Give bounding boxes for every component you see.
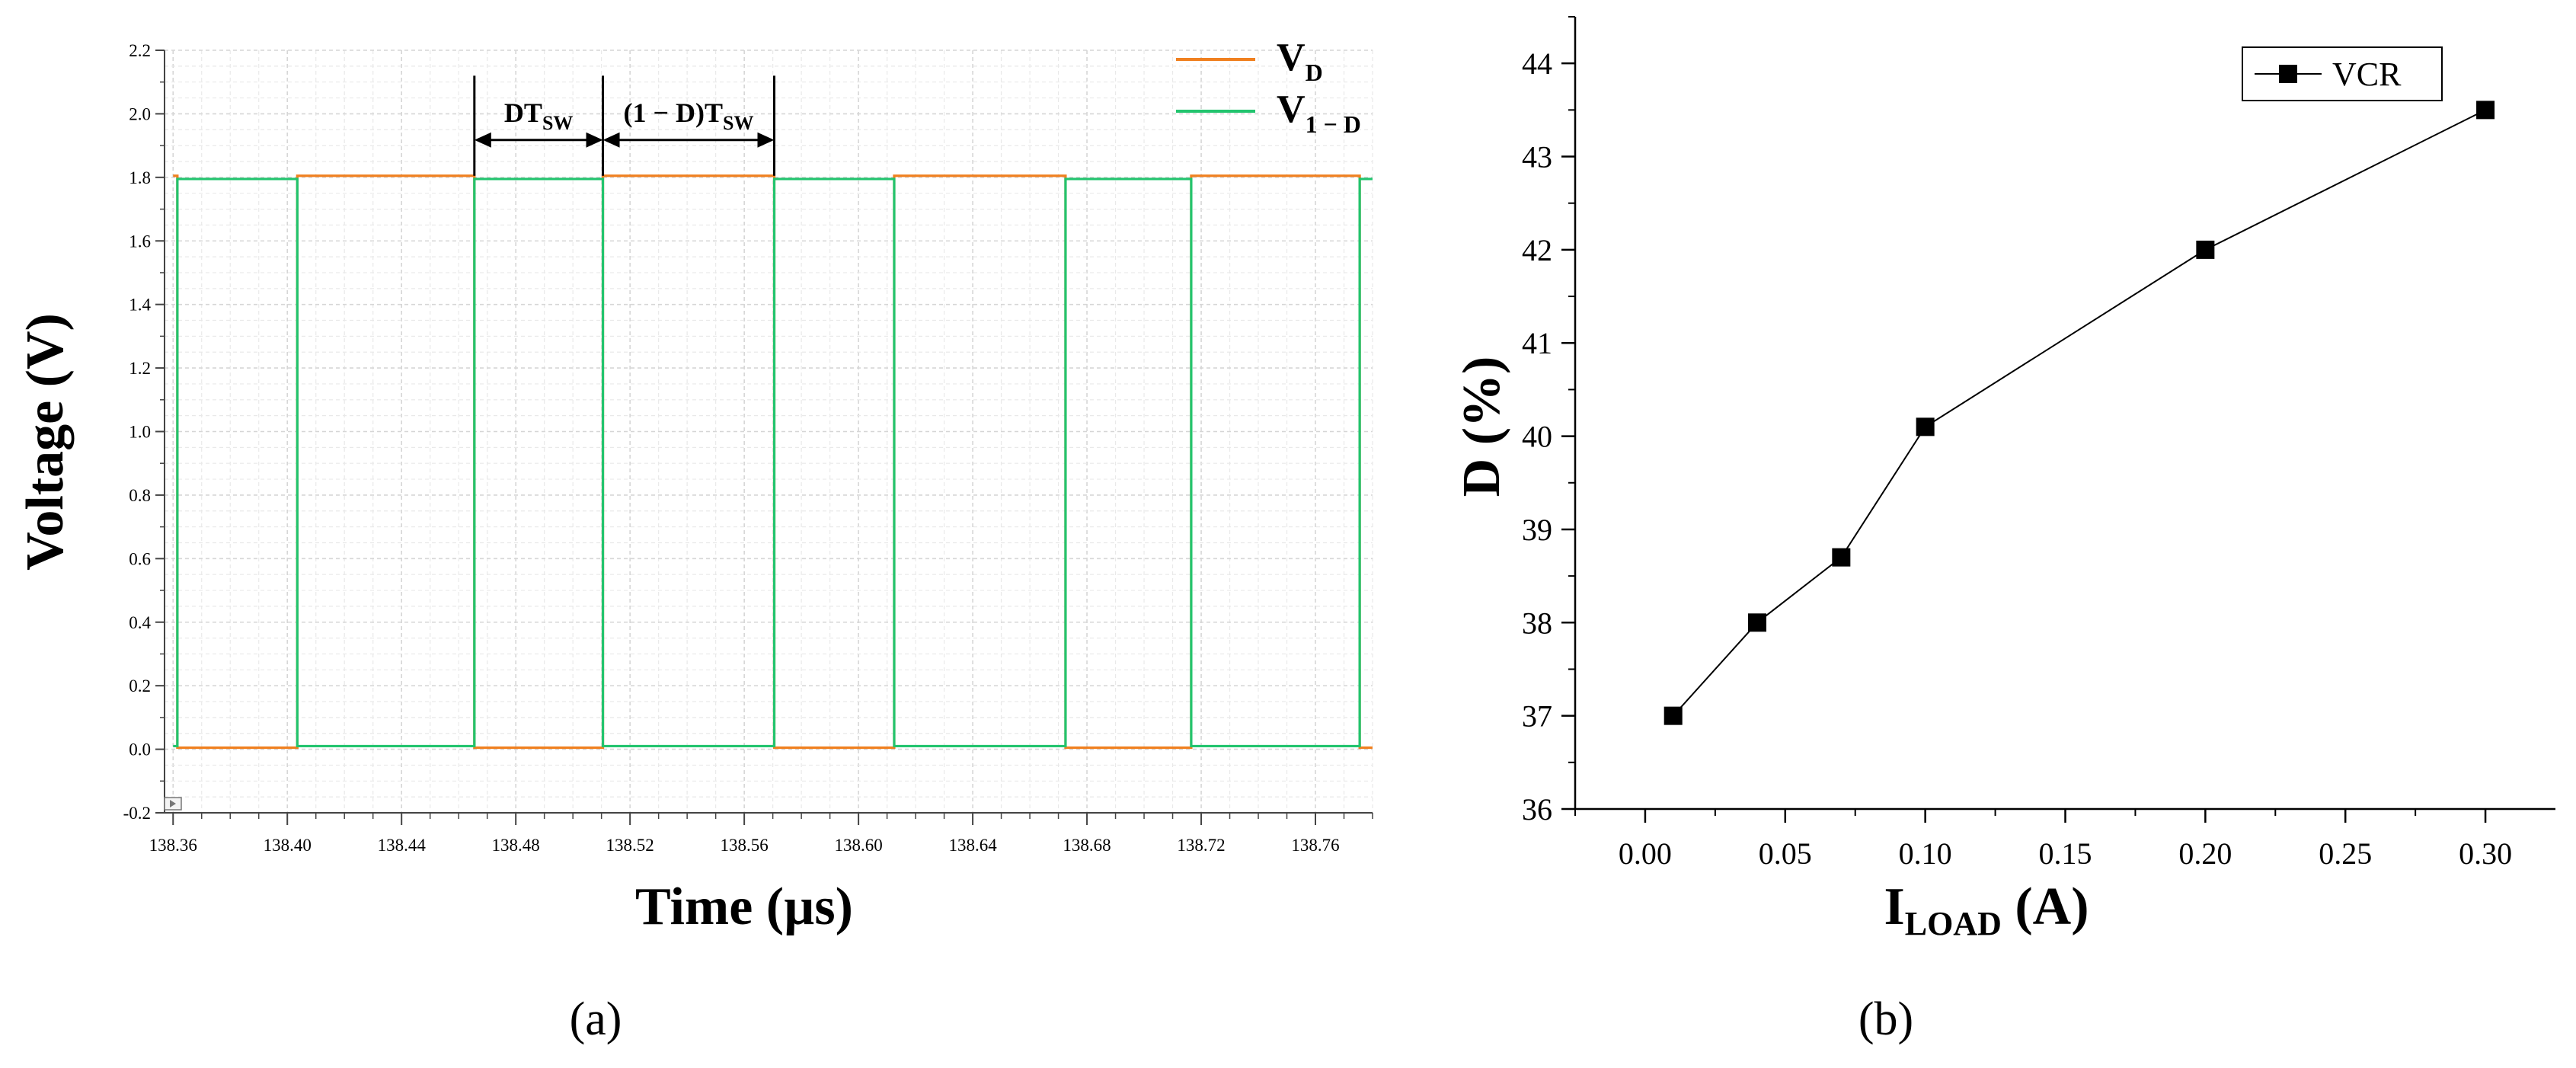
panel-a-x-ticks: 138.36 138.40 138.44 138.48 138.52 138.56 138.… — [149, 813, 1373, 855]
x-tick-label: 0.25 — [2319, 836, 2372, 871]
panel-a-label: (a) — [570, 993, 622, 1045]
y-tick-label: 43 — [1522, 140, 1552, 174]
panel-a-y-ticks: -0.2 0.0 0.2 0.4 0.6 0.8 1.0 1.2 1.4 1.6 1.8 2.0 2.2 — [123, 41, 165, 823]
legend-label: VD — [1277, 36, 1323, 86]
y-tick-label: 0.2 — [129, 676, 151, 695]
y-tick-label: 0.8 — [129, 486, 151, 505]
x-tick-label: 138.52 — [606, 836, 654, 855]
x-tick-label: 138.72 — [1177, 836, 1225, 855]
x-tick-label: 138.44 — [378, 836, 427, 855]
arrow-head-right — [757, 132, 775, 148]
panel-a-voltage-waveform-chart: 138.36 138.40 138.44 138.48 138.52 138.56 138.… — [16, 36, 1373, 1045]
y-tick-label: 38 — [1522, 606, 1552, 640]
panel-a-y-axis-title: Voltage (V) — [16, 313, 75, 571]
legend-swatch-marker — [2279, 65, 2297, 83]
annotation-label-1: (1 − D)TSW — [624, 98, 754, 134]
y-tick-label: 40 — [1522, 420, 1552, 454]
annotation-label-sub: SW — [542, 112, 573, 134]
panel-b-legend: VCR — [2242, 46, 2443, 101]
x-tick-label: 138.48 — [492, 836, 540, 855]
legend-label-sub: D — [1306, 59, 1323, 86]
series-line-vcr — [1672, 109, 2486, 717]
legend-label-main: V — [1277, 88, 1306, 131]
y-tick-label: 42 — [1522, 233, 1552, 267]
y-tick-label: 2.2 — [129, 41, 151, 60]
x-tick-label: 0.15 — [2039, 836, 2092, 871]
data-point-marker — [2196, 240, 2215, 259]
panel-b-y-ticks: 36 37 38 39 40 41 42 43 44 — [1522, 16, 1575, 827]
y-tick-label: 36 — [1522, 792, 1552, 827]
x-tick-label: 138.76 — [1291, 836, 1339, 855]
y-tick-label: 37 — [1522, 699, 1552, 734]
panel-b-series — [1664, 101, 2495, 725]
panel-a-series — [173, 174, 1373, 750]
y-tick-label: 0.4 — [129, 613, 151, 632]
data-point-marker — [1916, 417, 1935, 436]
y-tick-label: 1.0 — [129, 423, 151, 442]
panel-a-x-axis-title: Time (µs) — [635, 878, 853, 936]
y-tick-label: 0.0 — [129, 740, 151, 759]
panel-b-x-axis-title: ILOAD (A) — [1884, 878, 2089, 942]
x-tick-label: 138.64 — [948, 836, 997, 855]
x-tick-label: 138.68 — [1063, 836, 1111, 855]
data-point-marker — [1832, 548, 1851, 567]
panel-b-x-axis-title-main: I — [1884, 878, 1904, 936]
data-point-marker — [1664, 706, 1683, 725]
annotation-label-main: (1 − D)T — [624, 98, 724, 128]
x-tick-label: 138.60 — [834, 836, 882, 855]
arrow-head-left — [474, 132, 491, 148]
x-tick-label: 0.10 — [1899, 836, 1952, 871]
panel-a-annotations: DTSW (1 − D)TSW — [473, 75, 775, 176]
panel-b-x-ticks: 0.00 0.05 0.10 0.15 0.20 0.25 0.30 — [1574, 809, 2512, 871]
legend-label: VCR — [2332, 56, 2402, 93]
annotation-label-main: DT — [504, 98, 542, 128]
y-tick-label: 1.2 — [129, 359, 151, 378]
x-tick-label: 138.56 — [721, 836, 769, 855]
y-tick-label: -0.2 — [123, 804, 151, 823]
legend-label-main: V — [1277, 36, 1306, 79]
y-tick-label: 1.4 — [129, 296, 151, 315]
annotation-label-0: DTSW — [504, 98, 573, 134]
y-tick-label: 41 — [1522, 326, 1552, 360]
series-line-V1D — [173, 177, 1373, 748]
arrow-head-left — [602, 132, 620, 148]
legend-label-sub: 1 − D — [1306, 110, 1361, 138]
y-tick-label: 1.8 — [129, 168, 151, 187]
panel-b-axes — [1574, 17, 2555, 811]
data-point-marker — [1748, 613, 1767, 632]
x-tick-label: 0.00 — [1619, 836, 1672, 871]
arrow-head-right — [586, 132, 603, 148]
x-tick-label: 0.05 — [1759, 836, 1812, 871]
y-tick-label: 0.6 — [129, 549, 151, 568]
data-point-marker — [2476, 101, 2495, 120]
panel-b-label: (b) — [1858, 993, 1913, 1045]
x-tick-label: 0.20 — [2178, 836, 2232, 871]
panel-b-y-axis-title: D (%) — [1453, 357, 1511, 497]
panel-a-grid — [165, 50, 1373, 814]
panel-b-x-axis-title-unit: (A) — [2002, 878, 2089, 936]
panel-b-duty-cycle-chart: 0.00 0.05 0.10 0.15 0.20 0.25 0.30 36 37 38 39 40 4… — [1453, 16, 2555, 1045]
y-tick-label: 44 — [1522, 46, 1552, 81]
panel-b-x-axis-title-sub: LOAD — [1905, 905, 2002, 942]
y-tick-label: 39 — [1522, 513, 1552, 547]
x-tick-label: 0.30 — [2459, 836, 2512, 871]
y-tick-label: 1.6 — [129, 232, 151, 251]
legend-label: V1 − D — [1277, 88, 1361, 138]
scroll-handle-icon — [164, 797, 182, 811]
x-tick-label: 138.36 — [149, 836, 197, 855]
y-tick-label: 2.0 — [129, 104, 151, 123]
annotation-label-sub: SW — [723, 112, 753, 134]
x-tick-label: 138.40 — [264, 836, 312, 855]
